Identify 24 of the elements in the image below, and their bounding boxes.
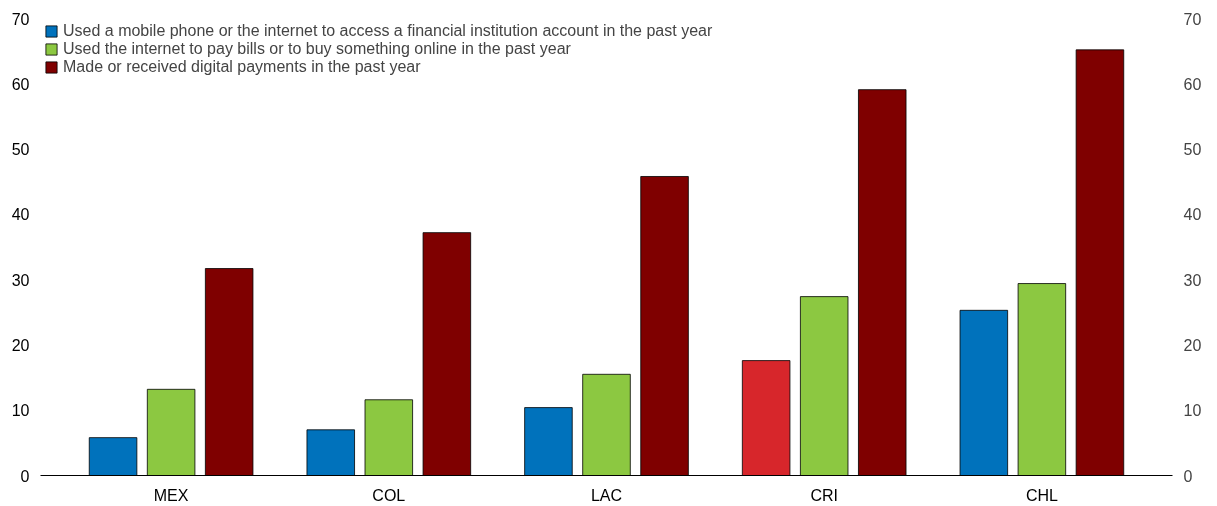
y-tick-label: 50 (11, 141, 30, 159)
legend-label: Used the internet to pay bills or to buy something online in the past year (63, 40, 571, 58)
x-tick-label: CHL (1025, 486, 1058, 504)
y-tick-label: 60 (11, 75, 30, 93)
y-tick-label: 0 (20, 467, 30, 485)
legend-label: Used a mobile phone or the internet to access a financial institution account in the past year (63, 22, 713, 40)
x-tick-label: MEX (153, 486, 189, 504)
y-tick-label: 40 (11, 206, 30, 224)
x-tick-label: LAC (590, 486, 623, 504)
y2-tick-label: 40 (1183, 206, 1202, 224)
y-tick-label: 10 (11, 402, 30, 420)
y2-tick-label: 20 (1183, 336, 1202, 354)
y2-tick-label: 10 (1183, 402, 1202, 420)
y-tick-label: 70 (11, 10, 30, 28)
legend-label: Made or received digital payments in the past year (63, 58, 421, 76)
y2-tick-label: 70 (1183, 10, 1202, 28)
y2-tick-label: 60 (1183, 75, 1202, 93)
y-tick-label: 20 (11, 336, 30, 354)
y2-tick-label: 0 (1183, 467, 1193, 485)
y2-tick-label: 50 (1183, 141, 1202, 159)
y2-tick-label: 30 (1183, 271, 1202, 289)
x-tick-label: COL (372, 486, 406, 504)
y-tick-label: 30 (11, 271, 30, 289)
x-tick-label: CRI (810, 486, 838, 504)
